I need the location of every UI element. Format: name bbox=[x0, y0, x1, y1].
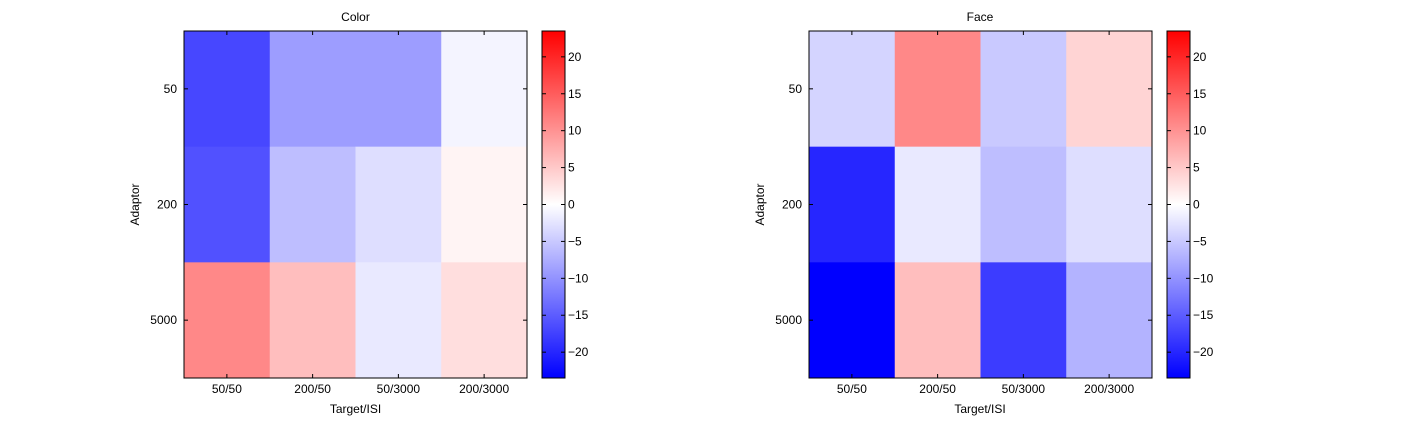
x-tick-label: 50/50 bbox=[837, 382, 867, 396]
colorbar-tick-label: −15 bbox=[1193, 308, 1214, 322]
heatmap-face: Face 50/50 200/50 50/3000 200/3000 50200500… bbox=[753, 10, 1214, 416]
x-tick-label: 50/3000 bbox=[377, 382, 421, 396]
y-axis-ticks: 50 200 5000 bbox=[775, 82, 1152, 327]
heatmap-cell bbox=[809, 262, 896, 379]
heatmap-cell bbox=[1066, 146, 1153, 263]
chart-title: Face bbox=[967, 10, 994, 24]
y-axis-ticks: 50 200 5000 bbox=[150, 82, 527, 327]
y-tick-label: 200 bbox=[782, 198, 802, 212]
heatmap-cell bbox=[184, 31, 271, 148]
heatmap-cell bbox=[355, 262, 442, 379]
heatmap-cell bbox=[980, 31, 1067, 148]
heatmap-cell bbox=[980, 262, 1067, 379]
y-tick-label: 5000 bbox=[775, 313, 802, 327]
colorbar-tick-label: 15 bbox=[1193, 87, 1207, 101]
chart-title: Color bbox=[341, 10, 370, 24]
colorbar-ticks: −20 −15 −10 −5 0 5 10 15 20 bbox=[542, 50, 589, 359]
x-axis-ticks: 50/50 200/50 50/3000 200/3000 bbox=[837, 31, 1134, 396]
colorbar-tick-label: 10 bbox=[1193, 124, 1207, 138]
colorbar-tick-label: 5 bbox=[1193, 161, 1200, 175]
heatmap-cell bbox=[809, 31, 896, 148]
heatmap-cell bbox=[441, 146, 528, 263]
y-tick-label: 200 bbox=[157, 198, 177, 212]
heatmap-cell bbox=[441, 31, 528, 148]
x-tick-label: 200/50 bbox=[919, 382, 956, 396]
colorbar-tick-label: 5 bbox=[568, 161, 575, 175]
heatmap-cell bbox=[894, 146, 981, 263]
colorbar-tick-label: −10 bbox=[568, 271, 589, 285]
y-axis-label: Adaptor bbox=[753, 183, 767, 225]
y-axis-label: Adaptor bbox=[128, 183, 142, 225]
heatmap-cell bbox=[269, 146, 356, 263]
x-axis-ticks: 50/50 200/50 50/3000 200/3000 bbox=[212, 31, 509, 396]
colorbar: −20 −15 −10 −5 0 5 10 15 20 bbox=[541, 30, 589, 379]
x-tick-label: 200/3000 bbox=[1084, 382, 1134, 396]
colorbar-tick-label: −20 bbox=[1193, 345, 1214, 359]
colorbar-tick-label: 0 bbox=[568, 198, 575, 212]
heatmap-cell bbox=[269, 31, 356, 148]
heatmap-cell bbox=[355, 31, 442, 148]
x-tick-label: 50/50 bbox=[212, 382, 242, 396]
colorbar-tick-label: −10 bbox=[1193, 271, 1214, 285]
x-tick-label: 200/50 bbox=[294, 382, 331, 396]
heatmap-cell bbox=[809, 146, 896, 263]
y-tick-label: 50 bbox=[789, 82, 803, 96]
colorbar-tick-label: 20 bbox=[568, 50, 582, 64]
y-tick-label: 5000 bbox=[150, 313, 177, 327]
colorbar-tick-label: −5 bbox=[568, 234, 582, 248]
y-tick-label: 50 bbox=[164, 82, 178, 96]
x-tick-label: 200/3000 bbox=[459, 382, 509, 396]
heatmap-cell bbox=[1066, 262, 1153, 379]
heatmap-cell bbox=[894, 31, 981, 148]
heatmap-cell bbox=[355, 146, 442, 263]
heatmap-color: Color 50/50 200/50 50/3000 200/3000 5020050… bbox=[128, 10, 589, 416]
heatmap-cell bbox=[441, 262, 528, 379]
heatmap-cell bbox=[269, 262, 356, 379]
colorbar-ticks: −20 −15 −10 −5 0 5 10 15 20 bbox=[1167, 50, 1214, 359]
colorbar-tick-label: 20 bbox=[1193, 50, 1207, 64]
colorbar: −20 −15 −10 −5 0 5 10 15 20 bbox=[1166, 30, 1214, 379]
colorbar-tick-label: −5 bbox=[1193, 234, 1207, 248]
colorbar-tick-label: −20 bbox=[568, 345, 589, 359]
heatmap-cells bbox=[809, 31, 1153, 379]
heatmap-cell bbox=[184, 262, 271, 379]
heatmap-cell bbox=[1066, 31, 1153, 148]
x-axis-label: Target/ISI bbox=[330, 402, 381, 416]
colorbar-tick-label: −15 bbox=[568, 308, 589, 322]
colorbar-tick-label: 10 bbox=[568, 124, 582, 138]
colorbar-tick-label: 0 bbox=[1193, 198, 1200, 212]
heatmap-cells bbox=[184, 31, 528, 379]
heatmap-cell bbox=[980, 146, 1067, 263]
heatmap-cell bbox=[894, 262, 981, 379]
colorbar-tick-label: 15 bbox=[568, 87, 582, 101]
heatmap-cell bbox=[184, 146, 271, 263]
x-axis-label: Target/ISI bbox=[954, 402, 1005, 416]
x-tick-label: 50/3000 bbox=[1002, 382, 1046, 396]
